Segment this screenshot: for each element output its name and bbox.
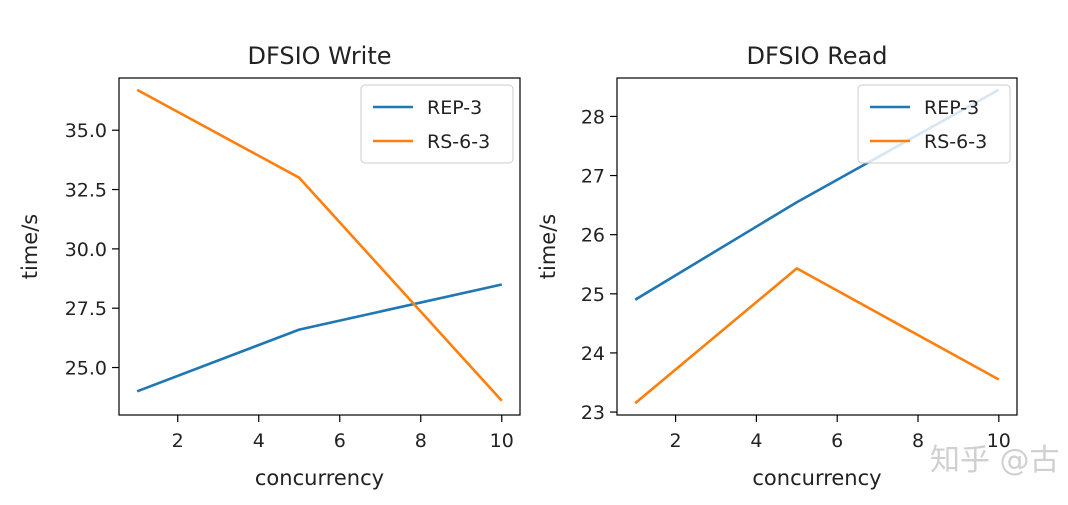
- y-axis-label: time/s: [18, 214, 42, 279]
- y-tick-label: 25: [581, 284, 605, 306]
- legend-box: [857, 84, 1011, 164]
- legend-label: REP-3: [924, 97, 979, 119]
- y-tick-label: 35.0: [65, 120, 107, 142]
- legend-label: RS-6-3: [427, 131, 490, 153]
- x-tick-label: 6: [334, 430, 346, 452]
- x-axis-label: concurrency: [255, 466, 384, 490]
- y-tick-label: 23: [581, 402, 605, 424]
- x-tick-label: 4: [750, 430, 762, 452]
- y-tick-label: 24: [581, 343, 605, 365]
- x-tick-label: 10: [987, 430, 1011, 452]
- legend: REP-3 RS-6-3: [360, 84, 514, 164]
- x-axis-label: concurrency: [752, 466, 881, 490]
- watermark: 知乎 @古: [930, 443, 1060, 478]
- series-line-rs-6-3: [136, 88, 503, 402]
- x-tick-label: 2: [172, 430, 184, 452]
- legend-label: RS-6-3: [924, 131, 987, 153]
- x-tick-label: 4: [253, 430, 265, 452]
- x-tick-label: 6: [831, 430, 843, 452]
- y-tick-label: 27: [581, 166, 605, 188]
- series-line-rep-3: [136, 283, 503, 393]
- legend: REP-3 RS-6-3: [857, 84, 1011, 164]
- plot-area-frame: [616, 77, 1018, 416]
- x-tick-label: 8: [415, 430, 427, 452]
- x-tick-label: 2: [670, 430, 682, 452]
- chart-title: DFSIO Read: [747, 42, 888, 70]
- y-tick-label: 27.5: [65, 298, 107, 320]
- legend-label: REP-3: [427, 97, 482, 119]
- write-chart-panel: DFSIO Write 2 4 6 8 10 25.0 27.5 30.0 32.5 35.0 con…: [18, 42, 521, 490]
- x-tick-label: 10: [490, 430, 514, 452]
- legend-box: [360, 84, 514, 164]
- y-tick-label: 25.0: [65, 358, 107, 380]
- series-line-rs-6-3: [634, 267, 1000, 405]
- x-tick-label: 8: [912, 430, 924, 452]
- chart-title: DFSIO Write: [247, 42, 391, 70]
- plot-area-frame: [118, 77, 521, 416]
- y-tick-label: 32.5: [65, 180, 107, 202]
- y-tick-label: 26: [581, 225, 605, 247]
- y-tick-label: 28: [581, 106, 605, 128]
- y-axis-label: time/s: [536, 214, 560, 279]
- y-tick-label: 30.0: [65, 239, 107, 261]
